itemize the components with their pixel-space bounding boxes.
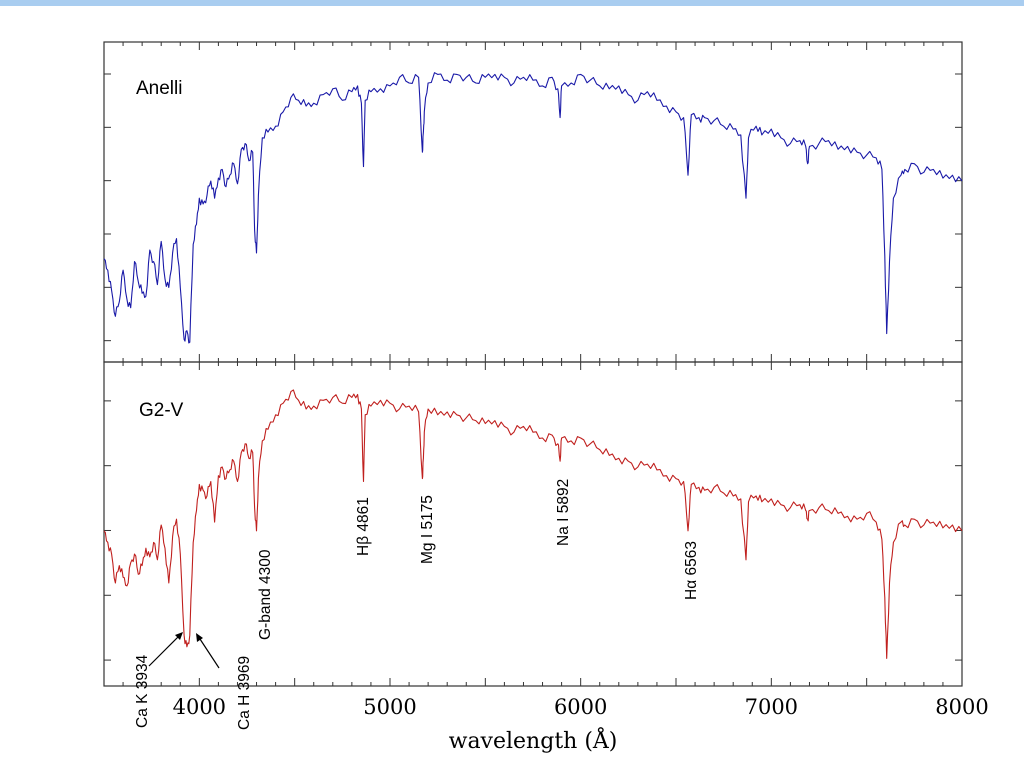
x-tick-label: 4000 — [173, 695, 226, 719]
x-axis-title: wavelength (Å) — [449, 726, 618, 754]
panel-frame-1 — [103, 41, 963, 363]
ca-h-arrow — [197, 635, 220, 669]
spectrum-line-anelli — [103, 72, 963, 344]
x-tick-label: 5000 — [363, 695, 416, 719]
x-tick-label: 8000 — [935, 695, 988, 719]
line-annotation: G-band 4300 — [257, 549, 274, 640]
x-tick-label: 6000 — [554, 695, 607, 719]
line-annotation: Mg I 5175 — [419, 495, 436, 564]
panel-label-anelli: Anelli — [136, 78, 182, 99]
panel-frame-2 — [103, 361, 963, 687]
line-annotation: Hβ 4861 — [355, 497, 372, 556]
x-tick-label: 7000 — [745, 695, 798, 719]
spectrum-line-g2-v — [103, 389, 963, 659]
line-annotation: Na I 5892 — [555, 479, 572, 546]
ca-h-arrowhead — [196, 633, 203, 642]
panel-label-g2-v: G2-V — [139, 400, 184, 421]
line-annotation: Ca K 3934 — [134, 654, 151, 728]
line-annotation: Hα 6563 — [683, 541, 700, 600]
ca-k-arrow — [148, 633, 182, 667]
line-annotation: Ca H 3969 — [236, 656, 253, 730]
top-accent-bar — [0, 0, 1024, 6]
ca-k-arrowhead — [175, 632, 183, 640]
